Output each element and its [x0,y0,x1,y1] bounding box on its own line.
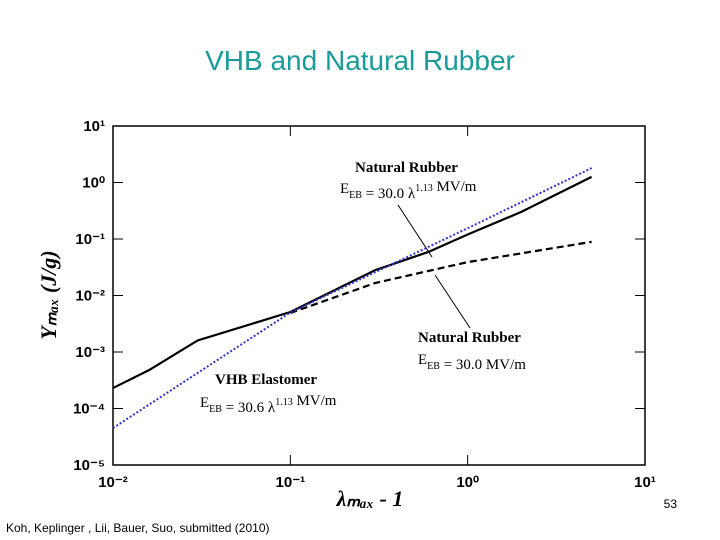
citation: Koh, Keplinger , Lii, Bauer, Suo, submit… [6,521,270,535]
annotation-formula: EEB = 30.0 MV/m [418,352,526,373]
formula-part: = 30.0 MV/m [440,357,526,373]
formula-part: 1.13 [275,397,293,408]
formula-part: E [340,181,349,197]
series-line [289,240,592,315]
formula-part: = 30.6 λ [222,400,276,416]
formula-part: EB [209,404,222,415]
y-tick-label: 10⁻⁴ [73,401,105,418]
y-tick-label: 10⁻⁵ [73,457,105,474]
y-axis-label: Yₘₐₓ (J/g) [36,250,61,339]
annotation-title: Natural Rubber [418,330,521,346]
slide-title: VHB and Natural Rubber [205,45,515,76]
annotation-formula: EEB = 30.0 λ1.13 MV/m [340,179,477,202]
formula-part: E [200,395,209,411]
y-tick-label: 10⁻³ [75,344,105,361]
series-line [112,175,593,390]
annotation-title: Natural Rubber [355,160,458,176]
y-tick-label: 10¹ [83,118,105,135]
page-number: 53 [664,497,678,511]
series-line [112,167,593,429]
x-tick-label: 10⁻² [98,474,128,491]
plot-frame [112,125,646,466]
x-axis-label: λₘₐₓ - 1 [336,486,404,511]
x-tick-label: 10⁰ [456,474,479,491]
x-tick-label: 10¹ [634,474,656,491]
arrow [434,274,471,329]
formula-part: = 30.0 λ [362,186,416,202]
formula-part: MV/m [293,393,337,409]
formula-part: 1.13 [415,183,433,194]
formula-part: E [418,352,427,368]
formula-part: EB [349,190,362,201]
arrow [397,204,433,258]
x-tick-label: 10⁻¹ [276,474,306,491]
formula-part: EB [427,361,440,372]
annotation-formula: EEB = 30.6 λ1.13 MV/m [200,393,337,416]
y-tick-label: 10⁻¹ [75,231,105,248]
y-tick-label: 10⁻² [75,288,105,305]
formula-part: MV/m [433,179,477,195]
y-tick-label: 10⁰ [82,175,105,192]
annotation-title: VHB Elastomer [215,372,317,388]
